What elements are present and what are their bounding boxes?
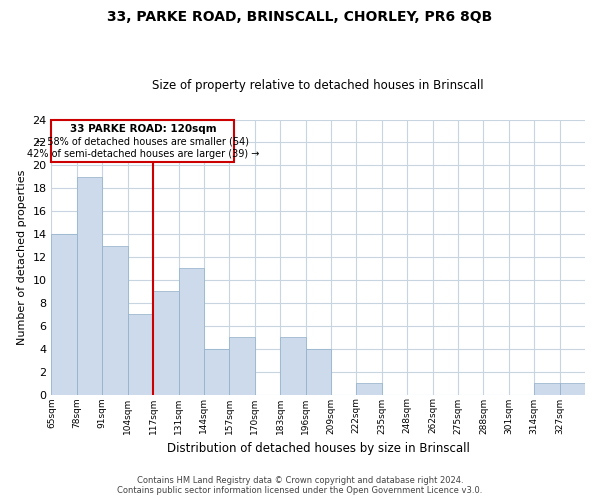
Bar <box>179 268 204 394</box>
Bar <box>153 292 179 395</box>
Bar <box>52 234 77 394</box>
FancyBboxPatch shape <box>52 120 235 162</box>
Text: ← 58% of detached houses are smaller (54): ← 58% of detached houses are smaller (54… <box>37 136 250 146</box>
Bar <box>280 337 305 394</box>
Bar <box>128 314 153 394</box>
Text: Contains HM Land Registry data © Crown copyright and database right 2024.
Contai: Contains HM Land Registry data © Crown c… <box>118 476 482 495</box>
Bar <box>77 177 102 394</box>
Bar <box>534 383 560 394</box>
Bar <box>229 337 255 394</box>
Bar <box>356 383 382 394</box>
Bar <box>305 348 331 395</box>
Title: Size of property relative to detached houses in Brinscall: Size of property relative to detached ho… <box>152 79 484 92</box>
Text: 42% of semi-detached houses are larger (39) →: 42% of semi-detached houses are larger (… <box>27 150 259 160</box>
Text: 33, PARKE ROAD, BRINSCALL, CHORLEY, PR6 8QB: 33, PARKE ROAD, BRINSCALL, CHORLEY, PR6 … <box>107 10 493 24</box>
Y-axis label: Number of detached properties: Number of detached properties <box>17 170 27 344</box>
Text: 33 PARKE ROAD: 120sqm: 33 PARKE ROAD: 120sqm <box>70 124 216 134</box>
Bar <box>204 348 229 395</box>
Bar <box>102 246 128 394</box>
Bar <box>560 383 585 394</box>
X-axis label: Distribution of detached houses by size in Brinscall: Distribution of detached houses by size … <box>167 442 470 455</box>
